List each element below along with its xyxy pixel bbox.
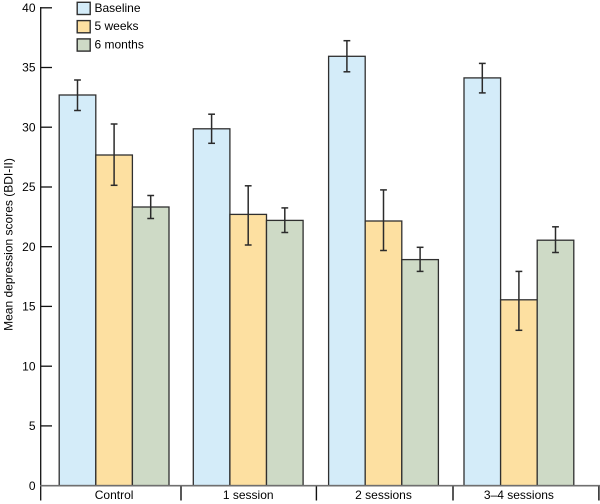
svg-text:5: 5 [29,419,36,433]
svg-text:40: 40 [22,1,36,15]
svg-text:6 months: 6 months [95,37,144,51]
svg-text:15: 15 [22,300,36,314]
svg-text:3–4 sessions: 3–4 sessions [484,488,554,502]
svg-text:35: 35 [22,61,36,75]
svg-text:2 sessions: 2 sessions [355,488,412,502]
svg-text:0: 0 [29,479,36,493]
svg-text:1 session: 1 session [223,488,274,502]
svg-text:30: 30 [22,120,36,134]
svg-text:20: 20 [22,240,36,254]
svg-text:Baseline: Baseline [95,1,141,15]
svg-text:Control: Control [95,488,134,502]
svg-text:Mean depression scores (BDI-II: Mean depression scores (BDI-II) [2,158,16,331]
svg-text:10: 10 [22,359,36,373]
svg-text:25: 25 [22,180,36,194]
svg-text:5 weeks: 5 weeks [95,19,139,33]
